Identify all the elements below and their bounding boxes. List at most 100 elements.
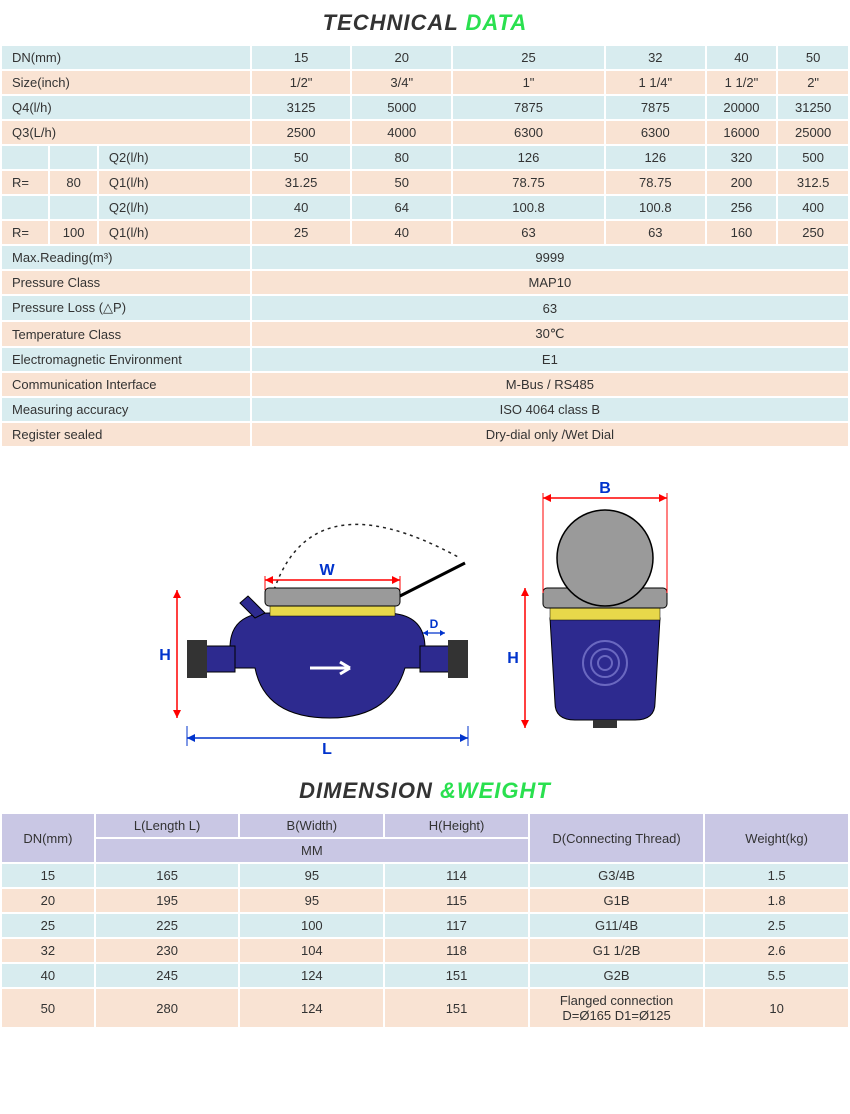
- blank: [50, 196, 96, 219]
- cell: 151: [385, 989, 528, 1027]
- cell: G11/4B: [530, 914, 703, 937]
- cell: 225: [96, 914, 239, 937]
- cell: 117: [385, 914, 528, 937]
- sub-label: Q1(l/h): [99, 221, 250, 244]
- cell: 245: [96, 964, 239, 987]
- cell: 118: [385, 939, 528, 962]
- cell: 20: [352, 46, 451, 69]
- cell: 4000: [352, 121, 451, 144]
- cell: 2.5: [705, 914, 848, 937]
- cell: 500: [778, 146, 848, 169]
- cell: 63: [606, 221, 705, 244]
- blank: [2, 146, 48, 169]
- cell: 320: [707, 146, 777, 169]
- row-label: Max.Reading(m³): [2, 246, 250, 269]
- cell: 195: [96, 889, 239, 912]
- column-header: H(Height): [385, 814, 528, 837]
- cell: 312.5: [778, 171, 848, 194]
- svg-text:D: D: [430, 617, 439, 631]
- row-label: Q4(l/h): [2, 96, 250, 119]
- row-value: MAP10: [252, 271, 848, 294]
- cell: 2.6: [705, 939, 848, 962]
- cell: 63: [453, 221, 604, 244]
- blank: [2, 196, 48, 219]
- heading-technical-data: TECHNICAL DATA: [0, 10, 850, 36]
- cell: 40: [2, 964, 94, 987]
- cell: 20: [2, 889, 94, 912]
- cell: 80: [352, 146, 451, 169]
- cell: 114: [385, 864, 528, 887]
- row-value: E1: [252, 348, 848, 371]
- r-value: 100: [50, 221, 96, 244]
- r-eq: R=: [2, 221, 48, 244]
- cell: 3/4": [352, 71, 451, 94]
- cell: 50: [778, 46, 848, 69]
- svg-text:W: W: [319, 562, 335, 579]
- cell: 1/2": [252, 71, 351, 94]
- r-eq: R=: [2, 171, 48, 194]
- column-header: MM: [96, 839, 528, 862]
- cell: 1 1/4": [606, 71, 705, 94]
- cell: 7875: [606, 96, 705, 119]
- cell: 40: [252, 196, 351, 219]
- cell: 50: [252, 146, 351, 169]
- heading-text-left: TECHNICAL: [323, 10, 466, 35]
- cell: 15: [252, 46, 351, 69]
- cell: 280: [96, 989, 239, 1027]
- cell: 200: [707, 171, 777, 194]
- cell: 40: [352, 221, 451, 244]
- column-header: B(Width): [240, 814, 383, 837]
- cell: 100.8: [453, 196, 604, 219]
- cell: G1 1/2B: [530, 939, 703, 962]
- cell: 126: [606, 146, 705, 169]
- cell: 78.75: [606, 171, 705, 194]
- cell: 2500: [252, 121, 351, 144]
- cell: 50: [2, 989, 94, 1027]
- cell: 104: [240, 939, 383, 962]
- row-value: 63: [252, 296, 848, 320]
- r-value: 80: [50, 171, 96, 194]
- dimension-weight-table: DN(mm)L(Length L)B(Width)H(Height)D(Conn…: [0, 812, 850, 1029]
- cell: 10: [705, 989, 848, 1027]
- dimension-diagram: WHLDBH: [0, 468, 850, 768]
- cell: Flanged connection D=Ø165 D1=Ø125: [530, 989, 703, 1027]
- row-label: Pressure Class: [2, 271, 250, 294]
- cell: 31250: [778, 96, 848, 119]
- cell: 31.25: [252, 171, 351, 194]
- cell: 5.5: [705, 964, 848, 987]
- row-label: Q3(L/h): [2, 121, 250, 144]
- row-label: DN(mm): [2, 46, 250, 69]
- cell: 115: [385, 889, 528, 912]
- cell: 160: [707, 221, 777, 244]
- cell: 165: [96, 864, 239, 887]
- cell: 16000: [707, 121, 777, 144]
- cell: 124: [240, 964, 383, 987]
- row-value: ISO 4064 class B: [252, 398, 848, 421]
- column-header: D(Connecting Thread): [530, 814, 703, 862]
- cell: 1.5: [705, 864, 848, 887]
- row-value: 30℃: [252, 322, 848, 346]
- cell: 25: [2, 914, 94, 937]
- cell: 64: [352, 196, 451, 219]
- cell: G1B: [530, 889, 703, 912]
- row-value: 9999: [252, 246, 848, 269]
- cell: 124: [240, 989, 383, 1027]
- heading-text-right: DATA: [465, 10, 527, 35]
- sub-label: Q1(l/h): [99, 171, 250, 194]
- cell: 95: [240, 864, 383, 887]
- cell: 1 1/2": [707, 71, 777, 94]
- cell: 32: [2, 939, 94, 962]
- cell: 95: [240, 889, 383, 912]
- cell: 20000: [707, 96, 777, 119]
- cell: 6300: [453, 121, 604, 144]
- column-header: DN(mm): [2, 814, 94, 862]
- row-label: Register sealed: [2, 423, 250, 446]
- row-label: Electromagnetic Environment: [2, 348, 250, 371]
- row-label: Temperature Class: [2, 322, 250, 346]
- cell: 400: [778, 196, 848, 219]
- cell: 126: [453, 146, 604, 169]
- cell: 230: [96, 939, 239, 962]
- column-header: L(Length L): [96, 814, 239, 837]
- heading-dimension-weight: DIMENSION &WEIGHT: [0, 778, 850, 804]
- cell: 100.8: [606, 196, 705, 219]
